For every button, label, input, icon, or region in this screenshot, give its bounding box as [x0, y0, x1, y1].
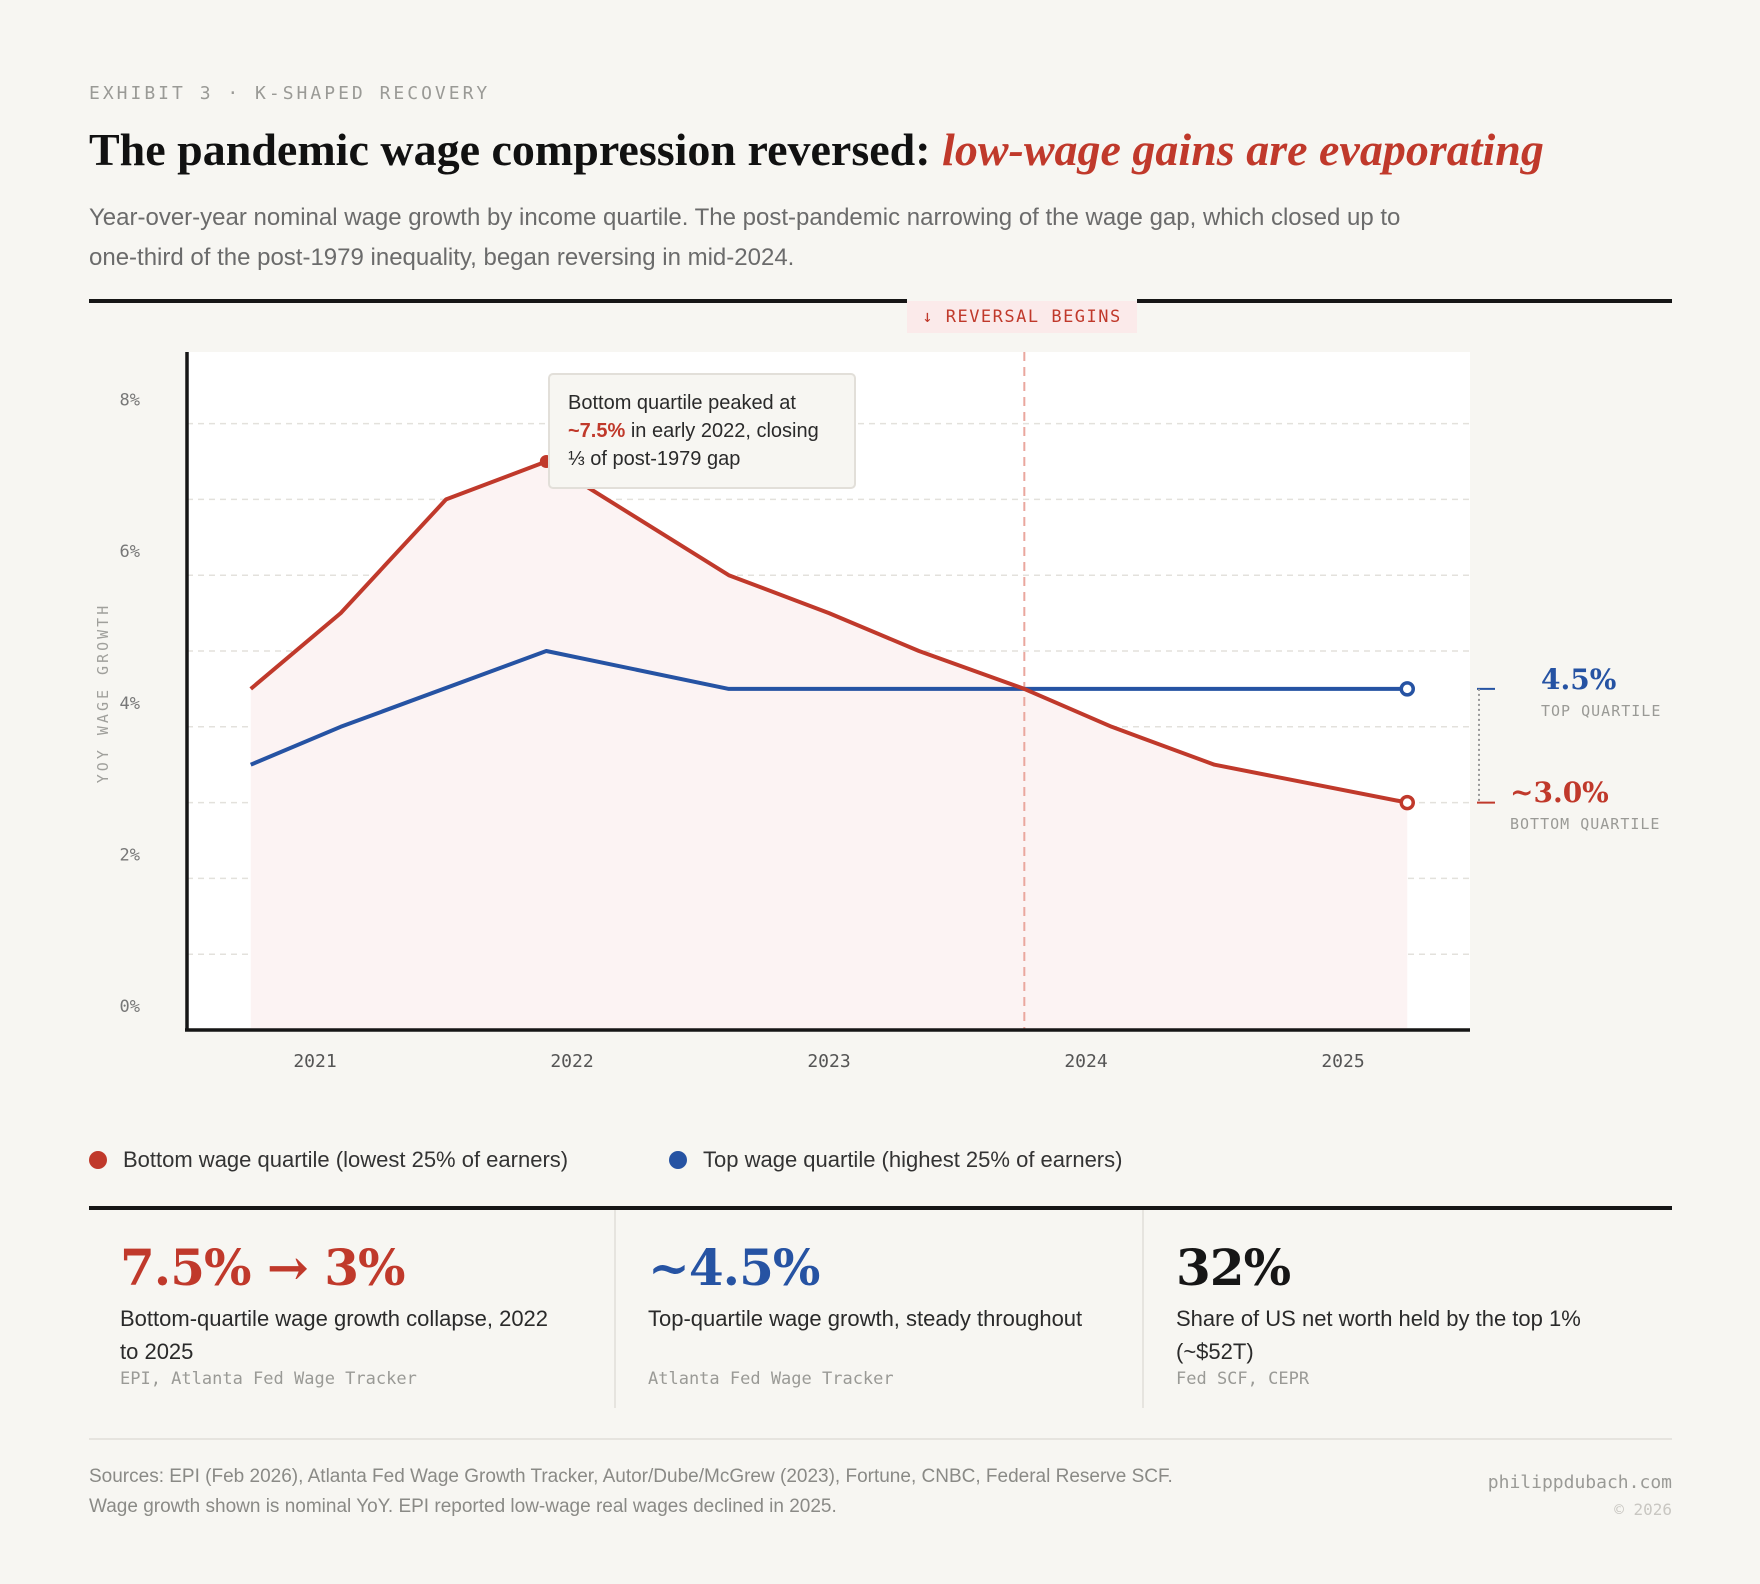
- top-end-label: TOP QUARTILE: [1541, 702, 1662, 720]
- top-rule-left: [89, 299, 907, 303]
- peak-annotation: Bottom quartile peaked at ~7.5% in early…: [548, 373, 856, 489]
- stat-desc: Bottom-quartile wage growth collapse, 20…: [120, 1306, 549, 1364]
- top-quartile-line: [249, 649, 1408, 767]
- stat-top-steady: ~4.5% Top-quartile wage growth, steady t…: [648, 1208, 1128, 1408]
- stat-source: EPI, Atlanta Fed Wage Tracker: [120, 1369, 417, 1389]
- stat-desc: Share of US net worth held by the top 1%…: [1176, 1306, 1581, 1364]
- top-rule-right: [1137, 299, 1672, 303]
- y-tick-label: 2%: [120, 845, 140, 865]
- legend-label: Bottom wage quartile (lowest 25% of earn…: [123, 1147, 569, 1172]
- y-tick-label: 4%: [120, 694, 140, 714]
- footer-sources: Sources: EPI (Feb 2026), Atlanta Fed Wag…: [89, 1466, 1173, 1517]
- stat-source: Fed SCF, CEPR: [1176, 1369, 1310, 1389]
- title-highlight: low-wage gains are evaporating: [942, 124, 1544, 175]
- legend-dot-blue-icon: [669, 1151, 687, 1169]
- bottom-end-value: ~3.0%: [1510, 776, 1609, 809]
- y-tick-label: 6%: [120, 542, 140, 562]
- top-quartile-end-marker: [1399, 681, 1415, 697]
- footer-copyright: © 2026: [1614, 1500, 1672, 1519]
- reversal-badge: ↓ REVERSAL BEGINS: [907, 301, 1137, 333]
- x-tick-label: 2024: [1064, 1051, 1107, 1072]
- x-tick-label: 2022: [550, 1051, 593, 1072]
- y-axis-title: YOY WAGE GROWTH: [94, 602, 112, 784]
- y-tick-label: 8%: [120, 391, 140, 411]
- legend-item-bottom-quartile: Bottom wage quartile (lowest 25% of earn…: [89, 1147, 568, 1173]
- stat-value: ~4.5%: [648, 1238, 820, 1297]
- x-tick-label: 2021: [293, 1051, 336, 1072]
- annotation-text-rest: in early 2022, closing ⅓ of post-1979 ga…: [568, 420, 819, 470]
- stats-rule: [89, 1206, 1672, 1210]
- stat-desc: Top-quartile wage growth, steady through…: [648, 1306, 1083, 1331]
- title-main: The pandemic wage compression reversed:: [89, 124, 943, 175]
- legend-dot-red-icon: [89, 1151, 107, 1169]
- stat-source: Atlanta Fed Wage Tracker: [648, 1369, 894, 1389]
- stats-divider: [614, 1210, 616, 1408]
- stat-value: 7.5% → 3%: [120, 1238, 406, 1297]
- bottom-end-label: BOTTOM QUARTILE: [1510, 815, 1661, 833]
- legend-item-top-quartile: Top wage quartile (highest 25% of earner…: [669, 1147, 1122, 1173]
- bottom-quartile-end-marker: [1399, 794, 1415, 811]
- chart-title: The pandemic wage compression reversed: …: [89, 124, 1672, 176]
- exhibit-kicker: EXHIBIT 3 · K-SHAPED RECOVERY: [89, 83, 491, 104]
- annotation-highlight: ~7.5%: [568, 420, 626, 442]
- x-tick-label: 2025: [1321, 1051, 1364, 1072]
- stat-value: 32%: [1176, 1238, 1291, 1297]
- stat-bottom-collapse: 7.5% → 3% Bottom-quartile wage growth co…: [120, 1208, 600, 1408]
- x-tick-label: 2023: [807, 1051, 850, 1072]
- footer-rule: [89, 1438, 1672, 1440]
- bottom-quartile-area: [250, 461, 1408, 1030]
- legend-label: Top wage quartile (highest 25% of earner…: [703, 1147, 1123, 1172]
- top-end-value: 4.5%: [1541, 663, 1617, 696]
- footer-site-link[interactable]: philippdubach.com: [1487, 1472, 1672, 1493]
- bottom-quartile-line: [249, 459, 1408, 805]
- stats-divider: [1142, 1210, 1144, 1408]
- stat-net-worth: 32% Share of US net worth held by the to…: [1176, 1208, 1656, 1408]
- annotation-text: Bottom quartile peaked at: [568, 392, 796, 414]
- y-tick-label: 0%: [120, 997, 140, 1017]
- chart-subtitle: Year-over-year nominal wage growth by in…: [89, 204, 1401, 271]
